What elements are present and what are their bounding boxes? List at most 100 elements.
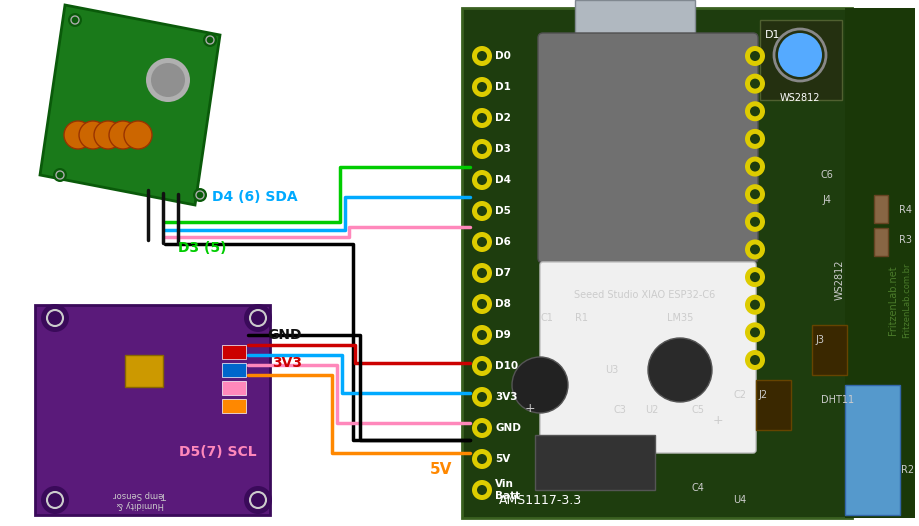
Circle shape bbox=[477, 361, 487, 371]
Text: J2: J2 bbox=[758, 390, 767, 400]
Bar bbox=[845, 385, 900, 515]
Text: R1: R1 bbox=[575, 313, 588, 323]
FancyBboxPatch shape bbox=[538, 33, 758, 263]
Circle shape bbox=[648, 338, 712, 402]
Circle shape bbox=[146, 58, 190, 102]
Circle shape bbox=[745, 212, 765, 232]
Circle shape bbox=[477, 454, 487, 464]
Circle shape bbox=[151, 63, 185, 97]
Text: D8: D8 bbox=[495, 299, 511, 309]
Circle shape bbox=[124, 121, 152, 149]
Text: 3V3: 3V3 bbox=[495, 392, 517, 402]
Text: J4: J4 bbox=[823, 195, 832, 205]
Text: R2: R2 bbox=[902, 465, 914, 475]
Text: D0: D0 bbox=[495, 51, 511, 61]
Circle shape bbox=[477, 237, 487, 247]
Text: U3: U3 bbox=[606, 365, 618, 375]
Circle shape bbox=[477, 206, 487, 216]
Text: J3: J3 bbox=[815, 335, 824, 345]
Text: D3: D3 bbox=[495, 144, 511, 154]
FancyBboxPatch shape bbox=[540, 262, 756, 453]
Bar bbox=[845, 8, 915, 518]
Circle shape bbox=[79, 121, 107, 149]
Circle shape bbox=[472, 263, 492, 283]
Circle shape bbox=[472, 46, 492, 66]
Bar bbox=[874, 195, 888, 223]
Circle shape bbox=[745, 239, 765, 259]
Bar bbox=[222, 363, 246, 377]
Circle shape bbox=[472, 170, 492, 190]
Circle shape bbox=[477, 485, 487, 495]
Text: AMS1117-3.3: AMS1117-3.3 bbox=[498, 493, 582, 507]
Circle shape bbox=[477, 175, 487, 185]
Text: 5V: 5V bbox=[430, 462, 452, 478]
Circle shape bbox=[750, 189, 760, 199]
Circle shape bbox=[64, 121, 92, 149]
Text: D6: D6 bbox=[495, 237, 511, 247]
Text: GND: GND bbox=[495, 423, 521, 433]
Text: C6: C6 bbox=[821, 170, 834, 180]
Circle shape bbox=[472, 480, 492, 500]
Circle shape bbox=[750, 355, 760, 365]
Circle shape bbox=[745, 350, 765, 370]
Bar bbox=[222, 381, 246, 395]
Text: D1: D1 bbox=[495, 82, 511, 92]
Circle shape bbox=[472, 356, 492, 376]
Text: R3: R3 bbox=[899, 235, 912, 245]
Circle shape bbox=[750, 245, 760, 255]
Circle shape bbox=[750, 300, 760, 310]
Circle shape bbox=[477, 423, 487, 433]
Circle shape bbox=[750, 106, 760, 116]
Text: C3: C3 bbox=[614, 405, 627, 415]
Text: 3V3: 3V3 bbox=[272, 356, 302, 370]
Bar bbox=[812, 325, 847, 375]
Circle shape bbox=[94, 121, 122, 149]
Text: C5: C5 bbox=[691, 405, 705, 415]
Circle shape bbox=[745, 295, 765, 315]
Text: R4: R4 bbox=[899, 205, 912, 215]
Text: D10: D10 bbox=[495, 361, 518, 371]
Circle shape bbox=[750, 51, 760, 61]
Circle shape bbox=[472, 77, 492, 97]
Polygon shape bbox=[40, 5, 220, 205]
Text: 5V: 5V bbox=[495, 454, 510, 464]
Text: GND: GND bbox=[267, 328, 302, 342]
Circle shape bbox=[745, 46, 765, 66]
Circle shape bbox=[745, 129, 765, 149]
Bar bbox=[760, 20, 842, 100]
Circle shape bbox=[472, 201, 492, 221]
Circle shape bbox=[477, 113, 487, 123]
Circle shape bbox=[745, 74, 765, 94]
Text: FritzenLab.com.br: FritzenLab.com.br bbox=[902, 262, 912, 338]
Text: D2: D2 bbox=[495, 113, 511, 123]
Circle shape bbox=[477, 392, 487, 402]
Text: U2: U2 bbox=[645, 405, 659, 415]
Text: C1: C1 bbox=[540, 313, 553, 323]
Circle shape bbox=[472, 232, 492, 252]
Circle shape bbox=[512, 357, 568, 413]
Circle shape bbox=[472, 139, 492, 159]
Bar bbox=[35, 305, 270, 515]
Text: D5: D5 bbox=[495, 206, 511, 216]
Bar bbox=[756, 380, 791, 430]
Circle shape bbox=[750, 161, 760, 171]
Text: Humidity &
Temp Sensor: Humidity & Temp Sensor bbox=[113, 490, 167, 509]
Text: D7: D7 bbox=[495, 268, 511, 278]
Circle shape bbox=[472, 449, 492, 469]
Circle shape bbox=[472, 418, 492, 438]
Circle shape bbox=[477, 144, 487, 154]
Text: C4: C4 bbox=[692, 483, 705, 493]
Text: WS2812: WS2812 bbox=[779, 93, 821, 103]
Text: Seeed Studio XIAO ESP32-C6: Seeed Studio XIAO ESP32-C6 bbox=[574, 290, 716, 300]
Circle shape bbox=[109, 121, 137, 149]
Text: WS2812: WS2812 bbox=[835, 260, 845, 300]
Circle shape bbox=[472, 325, 492, 345]
Circle shape bbox=[68, 13, 82, 27]
Text: DHT11: DHT11 bbox=[822, 395, 855, 405]
Circle shape bbox=[244, 486, 272, 514]
Bar bbox=[874, 228, 888, 256]
Circle shape bbox=[750, 272, 760, 282]
Text: D5(7) SCL: D5(7) SCL bbox=[179, 445, 257, 459]
Text: +: + bbox=[713, 413, 723, 427]
Circle shape bbox=[750, 327, 760, 337]
